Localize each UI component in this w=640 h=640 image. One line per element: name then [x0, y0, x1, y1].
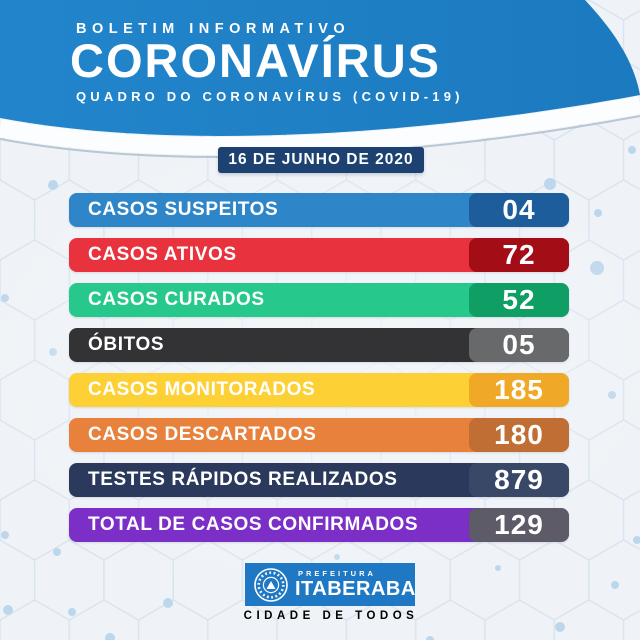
stat-value: 04 [469, 193, 569, 227]
footer-org-prefix: PREFEITURA [298, 568, 376, 578]
stat-value: 879 [469, 463, 569, 497]
stat-row: TESTES RÁPIDOS REALIZADOS 879 [69, 463, 569, 497]
stat-value: 72 [469, 238, 569, 272]
footer-org-name: ITABERABA [295, 578, 416, 601]
stat-value: 05 [469, 328, 569, 362]
stat-label: CASOS MONITORADOS [88, 379, 316, 400]
bulletin-subtitle: QUADRO DO CORONAVÍRUS (COVID-19) [76, 89, 464, 104]
stat-row: CASOS MONITORADOS 185 [69, 373, 569, 407]
stat-row: CASOS SUSPEITOS 04 [69, 193, 569, 227]
stat-value: 52 [469, 283, 569, 317]
stat-value: 185 [469, 373, 569, 407]
footer-org-block: PREFEITURA ITABERABA [295, 570, 416, 600]
stat-row: CASOS DESCARTADOS 180 [69, 418, 569, 452]
stat-row: ÓBITOS 05 [69, 328, 569, 362]
stat-row: CASOS ATIVOS 72 [69, 238, 569, 272]
itaberaba-city-seal-icon [254, 567, 288, 602]
stat-label: CASOS CURADOS [88, 289, 265, 310]
stat-label: TESTES RÁPIDOS REALIZADOS [88, 469, 398, 490]
stat-row: CASOS CURADOS 52 [69, 283, 569, 317]
stat-label: TOTAL DE CASOS CONFIRMADOS [88, 514, 419, 535]
stat-label: CASOS DESCARTADOS [88, 424, 317, 445]
stat-row: TOTAL DE CASOS CONFIRMADOS 129 [69, 508, 569, 542]
stat-value: 129 [469, 508, 569, 542]
footer-slogan: CIDADE DE TODOS [243, 610, 419, 622]
bulletin-title: CORONAVÍRUS [70, 34, 442, 87]
stats-list: CASOS SUSPEITOS 04 CASOS ATIVOS 72 CASOS… [69, 193, 569, 553]
stat-label: CASOS SUSPEITOS [88, 199, 279, 220]
stat-label: CASOS ATIVOS [88, 244, 237, 265]
date-badge: 16 DE JUNHO DE 2020 [218, 147, 424, 173]
stat-value: 180 [469, 418, 569, 452]
footer-logo-card: PREFEITURA ITABERABA [245, 563, 415, 606]
stat-label: ÓBITOS [88, 334, 165, 355]
